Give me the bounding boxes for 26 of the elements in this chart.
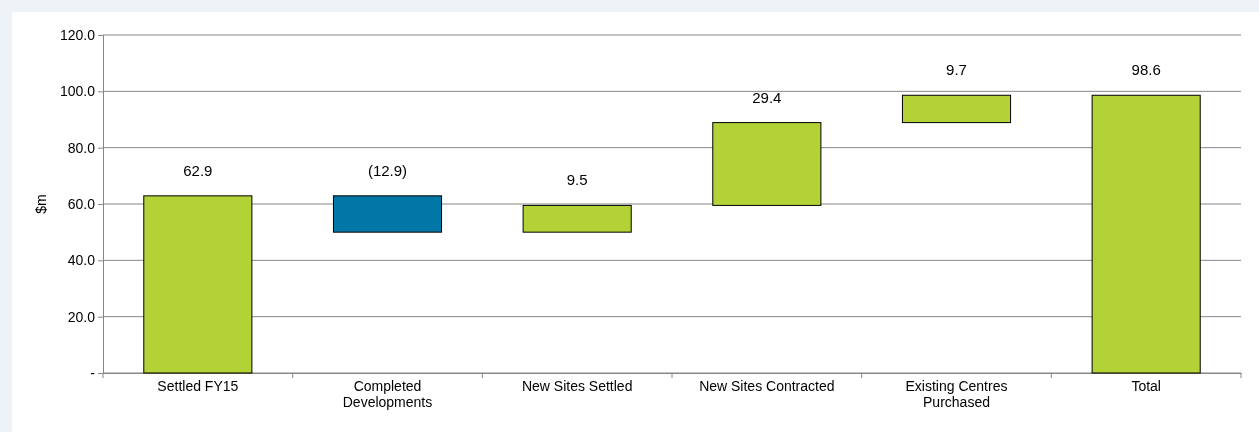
x-tick-label: Settled FY15 bbox=[157, 378, 239, 395]
data-label: (12.9) bbox=[367, 161, 408, 179]
data-label: 9.5 bbox=[566, 171, 588, 189]
y-tick-label: 80.0 bbox=[67, 139, 96, 156]
data-label: 9.7 bbox=[946, 61, 967, 79]
y-tick-label: 40.0 bbox=[67, 252, 96, 269]
x-tick-label: New Sites Contracted bbox=[699, 378, 835, 395]
x-tick-label: Completed Developments bbox=[342, 378, 433, 410]
y-tick-label: 20.0 bbox=[67, 308, 96, 325]
bar bbox=[901, 94, 1012, 124]
x-tick-label: Existing Centres Purchased bbox=[905, 378, 1008, 410]
data-label: 29.4 bbox=[752, 88, 782, 106]
data-label: 62.9 bbox=[183, 161, 213, 179]
bar bbox=[143, 195, 253, 374]
y-tick-label: 100.0 bbox=[59, 83, 96, 100]
bar bbox=[1091, 94, 1201, 374]
data-label: 98.6 bbox=[1131, 61, 1161, 79]
y-axis-title: $m bbox=[33, 194, 49, 214]
y-tick-label: - bbox=[90, 364, 96, 381]
x-tick-label: New Sites Settled bbox=[521, 378, 633, 395]
bar bbox=[712, 122, 822, 206]
x-tick-label: Total bbox=[1131, 378, 1161, 395]
y-tick-label: 120.0 bbox=[59, 26, 96, 43]
y-tick-label: 60.0 bbox=[67, 195, 96, 212]
bar bbox=[522, 204, 632, 233]
bar bbox=[332, 195, 443, 233]
